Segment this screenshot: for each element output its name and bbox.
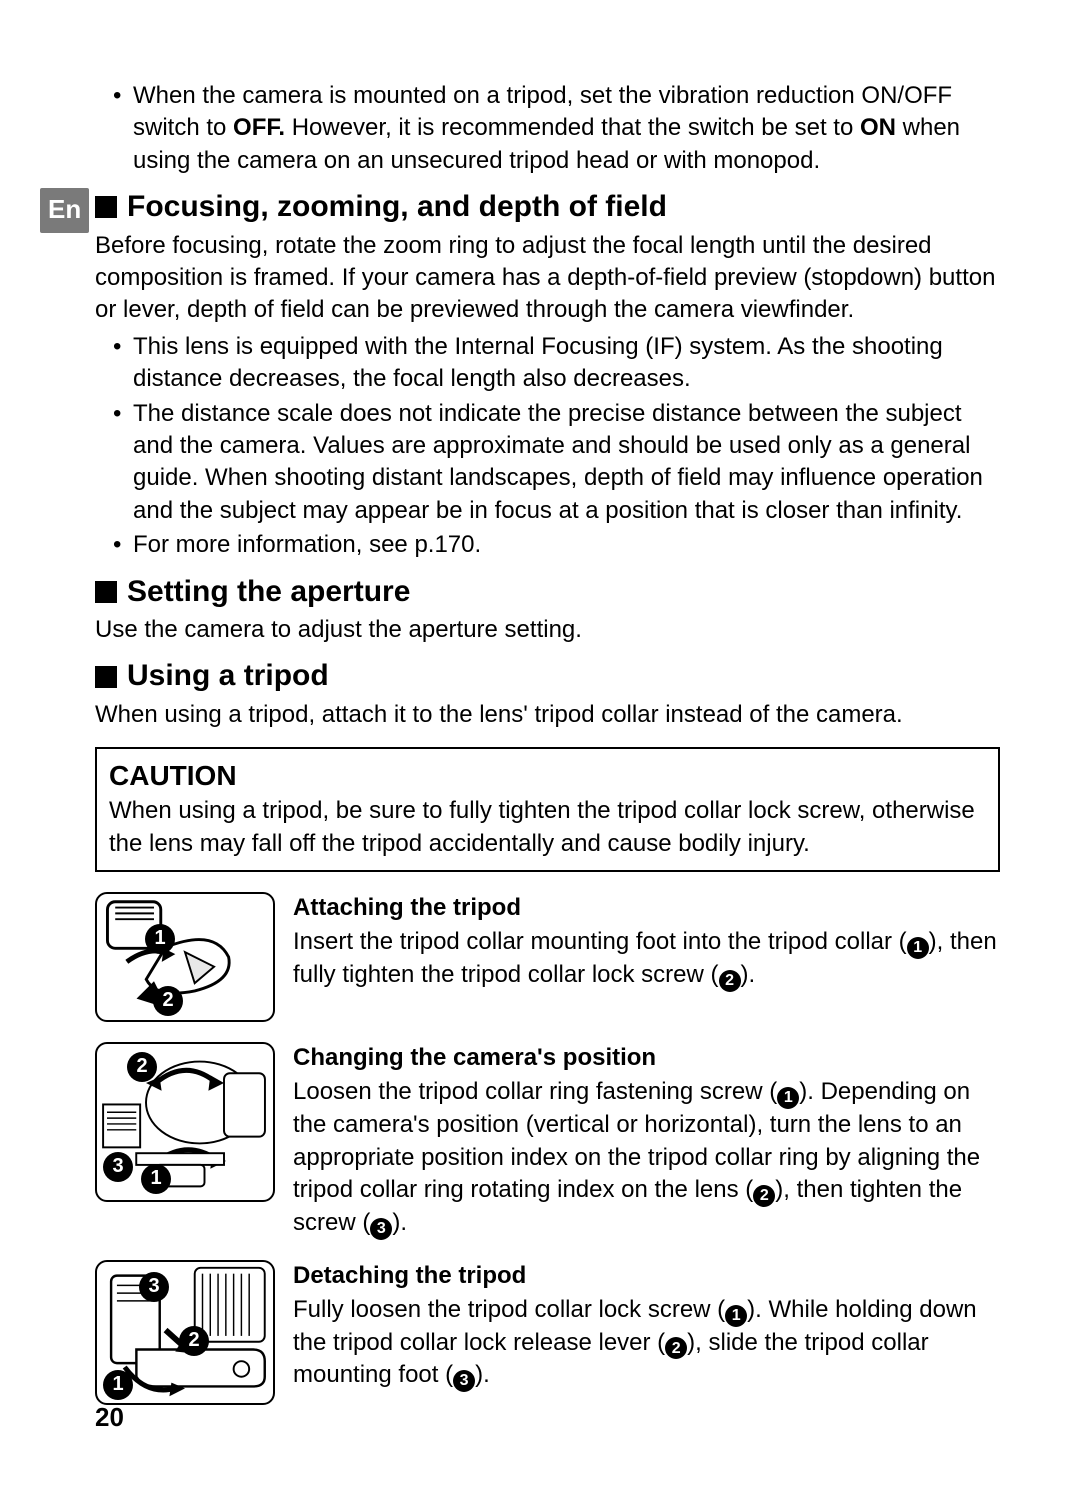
heading-square-icon: [95, 196, 117, 218]
inline-callout-2: 2: [665, 1337, 687, 1359]
section-body: When using a tripod, attach it to the le…: [95, 699, 1000, 731]
text: Loosen the tripod collar ring fastening …: [293, 1078, 777, 1105]
text: Fully loosen the tripod collar lock scre…: [293, 1296, 725, 1323]
page-number: 20: [95, 1400, 124, 1435]
text-bold: OFF.: [233, 114, 285, 141]
intro-bullet-item: When the camera is mounted on a tripod, …: [113, 80, 1000, 177]
text: Insert the tripod collar mounting foot i…: [293, 928, 907, 955]
heading-title: Setting the aperture: [127, 572, 410, 613]
illustration: [97, 894, 273, 1020]
section-body: Before focusing, rotate the zoom ring to…: [95, 230, 1000, 327]
list-item: This lens is equipped with the Internal …: [113, 331, 1000, 396]
callout-badge-3: 3: [103, 1152, 133, 1182]
text: ).: [475, 1361, 490, 1388]
heading-square-icon: [95, 666, 117, 688]
inline-callout-1: 1: [907, 937, 929, 959]
text: ).: [392, 1209, 407, 1236]
callout-badge-2: 2: [127, 1052, 157, 1082]
callout-badge-1: 1: [145, 924, 175, 954]
heading-square-icon: [95, 581, 117, 603]
text: ).: [741, 961, 756, 988]
inline-callout-2: 2: [719, 970, 741, 992]
step-text: Detaching the tripod Fully loosen the tr…: [293, 1260, 1000, 1393]
caution-box: CAUTION When using a tripod, be sure to …: [95, 747, 1000, 872]
caution-text: When using a tripod, be sure to fully ti…: [109, 795, 986, 860]
focusing-bullets: This lens is equipped with the Internal …: [95, 331, 1000, 562]
list-item: The distance scale does not indicate the…: [113, 398, 1000, 528]
figure-change: 2 3 1: [95, 1042, 275, 1202]
step-title: Changing the camera's position: [293, 1042, 1000, 1074]
inline-callout-1: 1: [725, 1305, 747, 1327]
text: However, it is recommended that the swit…: [285, 114, 860, 141]
step-text: Attaching the tripod Insert the tripod c…: [293, 892, 1000, 992]
step-change: 2 3 1 Changing the camera's position Loo…: [95, 1042, 1000, 1240]
caution-title: CAUTION: [109, 757, 986, 795]
section-body: Use the camera to adjust the aperture se…: [95, 614, 1000, 646]
callout-badge-1: 1: [103, 1370, 133, 1400]
text-bold: ON: [860, 114, 896, 141]
step-title: Detaching the tripod: [293, 1260, 1000, 1292]
heading-title: Focusing, zooming, and depth of field: [127, 187, 667, 228]
callout-badge-3: 3: [139, 1272, 169, 1302]
heading-title: Using a tripod: [127, 656, 329, 697]
inline-callout-2: 2: [753, 1185, 775, 1207]
section-heading-aperture: Setting the aperture: [95, 572, 1000, 613]
callout-badge-1: 1: [141, 1164, 171, 1194]
list-item: For more information, see p.170.: [113, 529, 1000, 561]
inline-callout-3: 3: [370, 1218, 392, 1240]
section-heading-tripod: Using a tripod: [95, 656, 1000, 697]
step-title: Attaching the tripod: [293, 892, 1000, 924]
inline-callout-1: 1: [777, 1087, 799, 1109]
section-heading-focusing: Focusing, zooming, and depth of field: [95, 187, 1000, 228]
intro-bullets: When the camera is mounted on a tripod, …: [95, 80, 1000, 177]
figure-attach: 1 2: [95, 892, 275, 1022]
step-attach: 1 2 Attaching the tripod Insert the trip…: [95, 892, 1000, 1022]
callout-badge-2: 2: [179, 1326, 209, 1356]
inline-callout-3: 3: [453, 1370, 475, 1392]
language-tab: En: [40, 188, 89, 233]
figure-detach: 3 2 1: [95, 1260, 275, 1405]
step-text: Changing the camera's position Loosen th…: [293, 1042, 1000, 1240]
callout-badge-2: 2: [153, 986, 183, 1016]
step-detach: 3 2 1 Detaching the tripod Fully loosen …: [95, 1260, 1000, 1405]
